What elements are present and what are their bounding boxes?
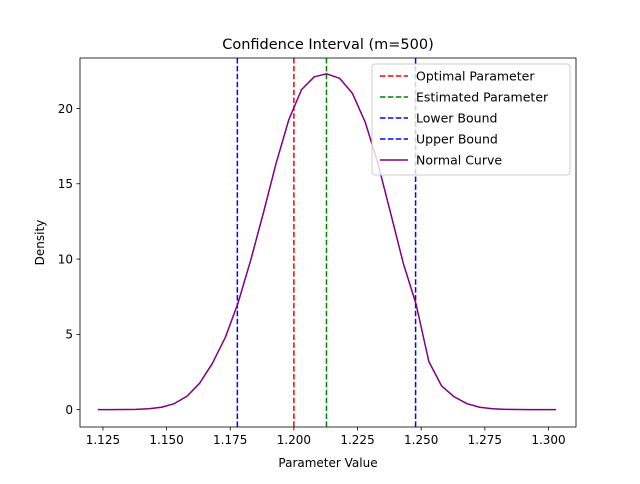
x-tick-label: 1.125 — [86, 433, 120, 447]
y-tick-label: 10 — [58, 252, 73, 266]
y-tick-label: 20 — [58, 102, 73, 116]
x-tick-label: 1.300 — [531, 433, 565, 447]
plot-area — [97, 58, 557, 427]
chart-title: Confidence Interval (m=500) — [222, 37, 434, 53]
x-tick-label: 1.175 — [213, 433, 247, 447]
legend-box — [371, 63, 571, 176]
plot-content — [97, 58, 557, 427]
axes-frame — [79, 57, 577, 428]
axes: 1.125 1.150 1.175 1.200 1.225 1.250 1.275 1.300… — [58, 57, 577, 447]
legend: Optimal Parameter Estimated Parameter Lowe… — [371, 63, 571, 176]
series-normal-curve — [97, 73, 557, 411]
legend-label: Normal Curve — [416, 153, 502, 168]
y-tick-label: 15 — [58, 177, 73, 191]
y-axis-label: Density — [33, 220, 47, 266]
y-tick-label: 0 — [65, 403, 73, 417]
x-axis-label: Parameter Value — [278, 456, 377, 470]
x-tick-label: 1.250 — [404, 433, 438, 447]
legend-label: Upper Bound — [416, 132, 498, 147]
y-tick-label: 5 — [65, 328, 73, 342]
x-tick-label: 1.225 — [340, 433, 374, 447]
legend-label: Optimal Parameter — [416, 69, 535, 84]
legend-label: Estimated Parameter — [416, 90, 549, 105]
legend-label: Lower Bound — [416, 111, 497, 126]
x-tick-label: 1.150 — [149, 433, 183, 447]
x-tick-label: 1.200 — [277, 433, 311, 447]
x-tick-label: 1.275 — [468, 433, 502, 447]
